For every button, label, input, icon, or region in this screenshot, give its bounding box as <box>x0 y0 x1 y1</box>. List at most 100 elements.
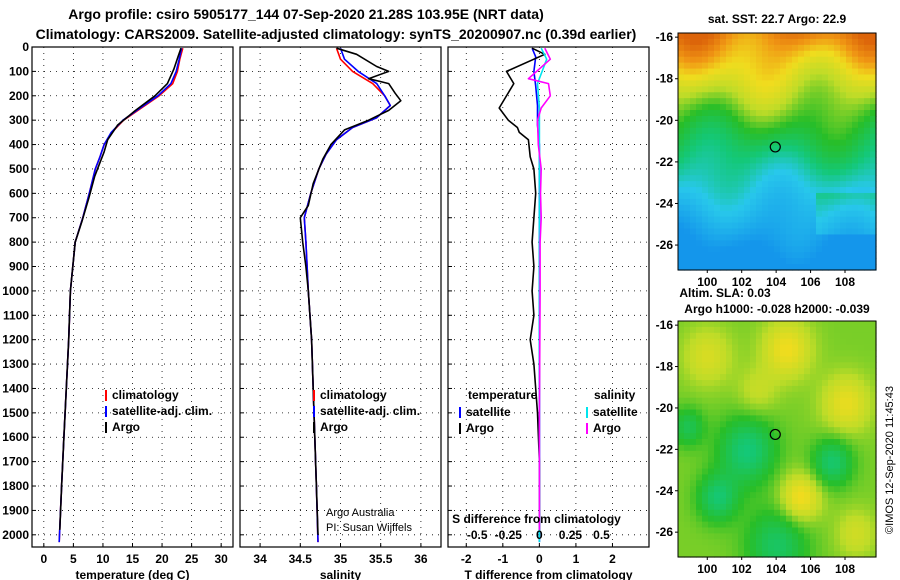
map-cell <box>690 104 697 111</box>
map-cell <box>696 68 703 76</box>
map-cell <box>774 222 781 230</box>
map-cell <box>870 409 877 416</box>
map-cell <box>858 62 865 70</box>
map-cell <box>744 44 751 52</box>
map-cell <box>714 234 721 241</box>
map-cell <box>690 157 697 164</box>
map-cell <box>816 110 823 117</box>
map-cell <box>702 468 709 475</box>
map-cell <box>714 533 721 540</box>
map-cell <box>810 397 817 405</box>
map-cell <box>834 175 841 182</box>
map-cell <box>696 252 703 259</box>
map-cell <box>684 258 691 265</box>
map-cell <box>726 356 733 363</box>
map-cell <box>780 240 787 247</box>
map-cell <box>816 252 823 259</box>
map-cell <box>678 503 685 511</box>
map-cell <box>726 326 733 334</box>
map-cell <box>720 240 727 247</box>
map-cell <box>726 344 733 352</box>
map-cell <box>732 204 739 212</box>
map-cell <box>762 127 769 135</box>
map-cell <box>822 486 829 493</box>
map-cell <box>690 344 697 352</box>
map-cell <box>750 338 757 346</box>
map-cell <box>810 104 817 111</box>
map-cell <box>684 474 691 481</box>
map-cell <box>828 444 835 452</box>
map-cell <box>804 181 811 188</box>
map-cell <box>852 391 859 399</box>
map-cell <box>690 145 697 153</box>
map-cell <box>798 385 805 393</box>
map-cell <box>750 68 757 76</box>
map-cell <box>708 169 715 176</box>
map-cell <box>696 98 703 105</box>
x-tick-label: 34 <box>253 552 267 566</box>
map-cell <box>780 321 787 328</box>
x-tick-label: 0 <box>536 552 543 566</box>
map-cell <box>768 338 775 346</box>
map-cell <box>852 421 859 428</box>
map-cell <box>846 187 853 194</box>
map-cell <box>708 181 715 188</box>
map-cell <box>720 515 727 523</box>
map-cell <box>780 33 787 40</box>
map-cell <box>678 139 685 147</box>
map-cell <box>840 139 847 147</box>
map-cell <box>780 198 787 206</box>
map-cell <box>870 509 877 517</box>
map-cell <box>822 210 829 218</box>
map-cell <box>864 444 871 452</box>
series-line-t-argo <box>498 47 546 530</box>
map-cell <box>810 228 817 236</box>
map-cell <box>852 169 859 176</box>
map-cell <box>834 216 841 224</box>
map-cell <box>732 44 739 52</box>
map-cell <box>810 374 817 381</box>
map-cell <box>720 450 727 458</box>
map-cell <box>696 33 703 40</box>
map-cell <box>834 228 841 236</box>
map-cell <box>834 427 841 434</box>
map-cell <box>846 145 853 153</box>
map-cell <box>714 456 721 464</box>
map-cell <box>696 509 703 517</box>
map-cell <box>684 127 691 135</box>
map-cell <box>810 444 817 452</box>
map-cell <box>870 127 877 135</box>
map-cell <box>822 515 829 523</box>
map-cell <box>762 338 769 346</box>
map-cell <box>864 551 871 558</box>
map-cell <box>792 344 799 352</box>
map-cell <box>678 110 685 117</box>
map-cell <box>696 80 703 87</box>
map-cell <box>720 228 727 236</box>
map-cell <box>870 228 877 236</box>
map-cell <box>690 204 697 212</box>
map-cell <box>696 121 703 129</box>
map-cell <box>696 385 703 393</box>
map-cell <box>798 216 805 224</box>
map-cell <box>744 246 751 253</box>
map-cell <box>750 326 757 334</box>
map-cell <box>690 38 697 46</box>
map-cell <box>714 210 721 218</box>
map-cell <box>690 391 697 399</box>
map-cell <box>708 74 715 81</box>
map-cell <box>846 338 853 346</box>
map-cell <box>702 545 709 552</box>
map-cell <box>834 74 841 81</box>
map-cell <box>756 74 763 81</box>
map-cell <box>828 350 835 357</box>
map-cell <box>846 486 853 493</box>
map-cell <box>786 240 793 247</box>
map-cell <box>690 321 697 328</box>
map-cell <box>720 157 727 164</box>
map-cell <box>756 545 763 552</box>
map-cell <box>864 175 871 182</box>
map-cell <box>738 433 745 440</box>
map-cell <box>744 533 751 540</box>
map-cell <box>792 234 799 241</box>
